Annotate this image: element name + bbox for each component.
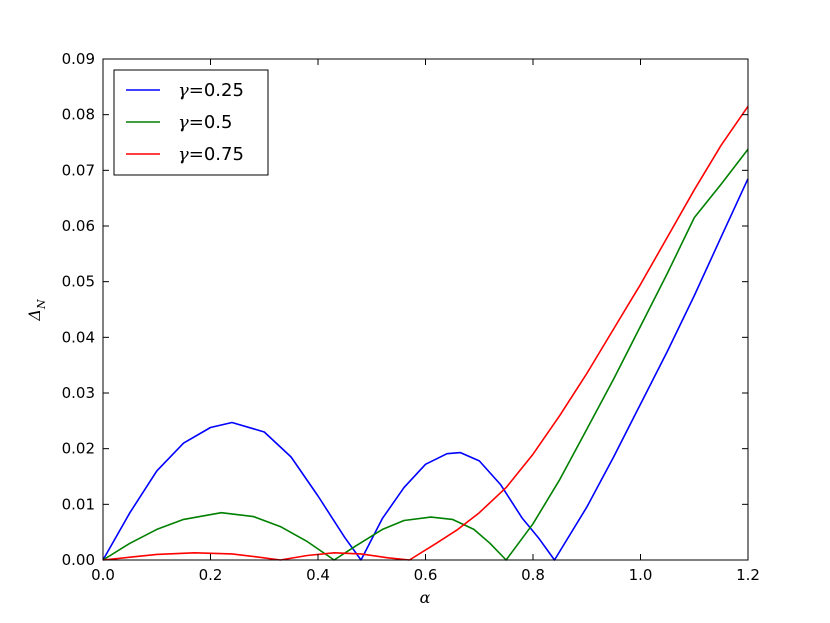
x-tick-label: 1.0 bbox=[629, 566, 653, 584]
axis-ticks: 0.0 0.2 0.4 0.6 0.8 1.0 1.2 0.00 0.01 0.02 0.03 0.0… bbox=[62, 50, 760, 584]
x-tick-label: 0.4 bbox=[306, 566, 330, 584]
x-tick-label: 1.2 bbox=[736, 566, 760, 584]
y-tick-label: 0.08 bbox=[62, 106, 95, 124]
y-tick-label: 0.05 bbox=[62, 273, 95, 291]
series-line-2 bbox=[102, 148, 749, 561]
x-tick-label: 0.0 bbox=[91, 566, 115, 584]
y-axis-label: ΔN bbox=[25, 299, 48, 322]
legend-label-1: γ=0.25 bbox=[178, 80, 244, 101]
y-tick-label: 0.02 bbox=[62, 440, 95, 458]
y-tick-label: 0.09 bbox=[62, 50, 95, 68]
y-tick-label: 0.04 bbox=[62, 328, 95, 346]
y-tick-label: 0.01 bbox=[62, 495, 95, 513]
legend: γ=0.25 γ=0.5 γ=0.75 bbox=[113, 69, 269, 176]
series-line-3 bbox=[102, 105, 749, 561]
x-tick-label: 0.2 bbox=[199, 566, 223, 584]
y-tick-label: 0.00 bbox=[62, 551, 95, 569]
legend-label-3: γ=0.75 bbox=[178, 144, 244, 165]
y-tick-label: 0.03 bbox=[62, 384, 95, 402]
series-lines bbox=[102, 105, 749, 561]
legend-label-2: γ=0.5 bbox=[178, 112, 232, 133]
x-tick-label: 0.8 bbox=[521, 566, 545, 584]
y-tick-label: 0.06 bbox=[62, 217, 95, 235]
x-tick-label: 0.6 bbox=[414, 566, 438, 584]
series-line-1 bbox=[102, 178, 749, 561]
y-tick-label: 0.07 bbox=[62, 161, 95, 179]
x-axis-label: α bbox=[420, 588, 431, 607]
